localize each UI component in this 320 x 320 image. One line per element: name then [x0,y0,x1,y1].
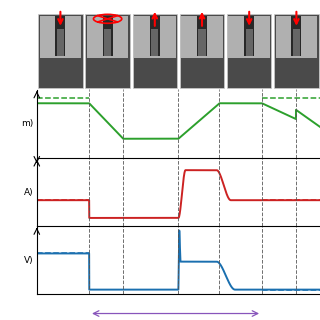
FancyBboxPatch shape [244,16,254,56]
FancyBboxPatch shape [291,16,301,56]
FancyBboxPatch shape [227,14,271,88]
FancyBboxPatch shape [134,16,176,58]
Text: m): m) [21,119,34,128]
FancyBboxPatch shape [197,16,207,56]
FancyBboxPatch shape [102,16,113,56]
FancyBboxPatch shape [104,29,111,56]
FancyBboxPatch shape [198,29,206,56]
FancyBboxPatch shape [151,29,158,56]
FancyBboxPatch shape [85,14,130,88]
FancyBboxPatch shape [274,14,319,88]
FancyBboxPatch shape [132,14,177,88]
FancyBboxPatch shape [245,29,253,56]
Text: A): A) [24,188,34,196]
FancyBboxPatch shape [87,16,128,58]
FancyBboxPatch shape [293,29,300,56]
FancyBboxPatch shape [276,16,317,58]
FancyBboxPatch shape [180,14,224,88]
FancyBboxPatch shape [38,14,83,88]
FancyBboxPatch shape [228,16,270,58]
FancyBboxPatch shape [150,16,160,56]
Text: V): V) [24,256,34,265]
FancyBboxPatch shape [181,16,223,58]
FancyBboxPatch shape [57,29,64,56]
FancyBboxPatch shape [55,16,66,56]
FancyBboxPatch shape [40,16,81,58]
